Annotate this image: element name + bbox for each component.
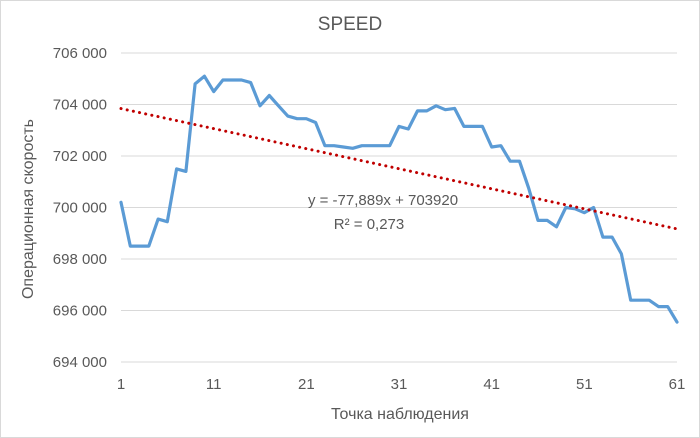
x-tick-label: 11 bbox=[206, 376, 222, 393]
x-axis-title: Точка наблюдения bbox=[331, 406, 469, 423]
trendline-equation: y = -77,889x + 703920 bbox=[308, 192, 458, 209]
x-tick-label: 31 bbox=[391, 376, 408, 393]
series-line-speed bbox=[119, 74, 679, 324]
y-tick-label: 696 000 bbox=[53, 303, 107, 320]
trendline-r2: R² = 0,273 bbox=[334, 216, 404, 233]
x-axis-tick-labels: 1 11 21 31 41 51 61 bbox=[117, 376, 686, 393]
x-tick-label: 51 bbox=[576, 376, 593, 393]
y-tick-label: 700 000 bbox=[53, 200, 107, 217]
y-tick-label: 702 000 bbox=[53, 148, 107, 165]
y-tick-label: 704 000 bbox=[53, 97, 107, 114]
y-axis-title: Операционная скорость bbox=[20, 119, 37, 299]
y-axis-tick-labels: 694 000 696 000 698 000 700 000 702 000 704 0… bbox=[53, 45, 107, 371]
x-tick-label: 41 bbox=[483, 376, 500, 393]
x-tick-label: 61 bbox=[669, 376, 686, 393]
gridlines bbox=[121, 52, 677, 311]
y-tick-label: 706 000 bbox=[53, 45, 107, 62]
x-tick-label: 21 bbox=[298, 376, 315, 393]
y-tick-label: 694 000 bbox=[53, 354, 107, 371]
x-tick-label: 1 bbox=[117, 376, 125, 393]
trendline bbox=[119, 107, 679, 231]
y-tick-label: 698 000 bbox=[53, 251, 107, 268]
chart-title: SPEED bbox=[318, 14, 382, 35]
